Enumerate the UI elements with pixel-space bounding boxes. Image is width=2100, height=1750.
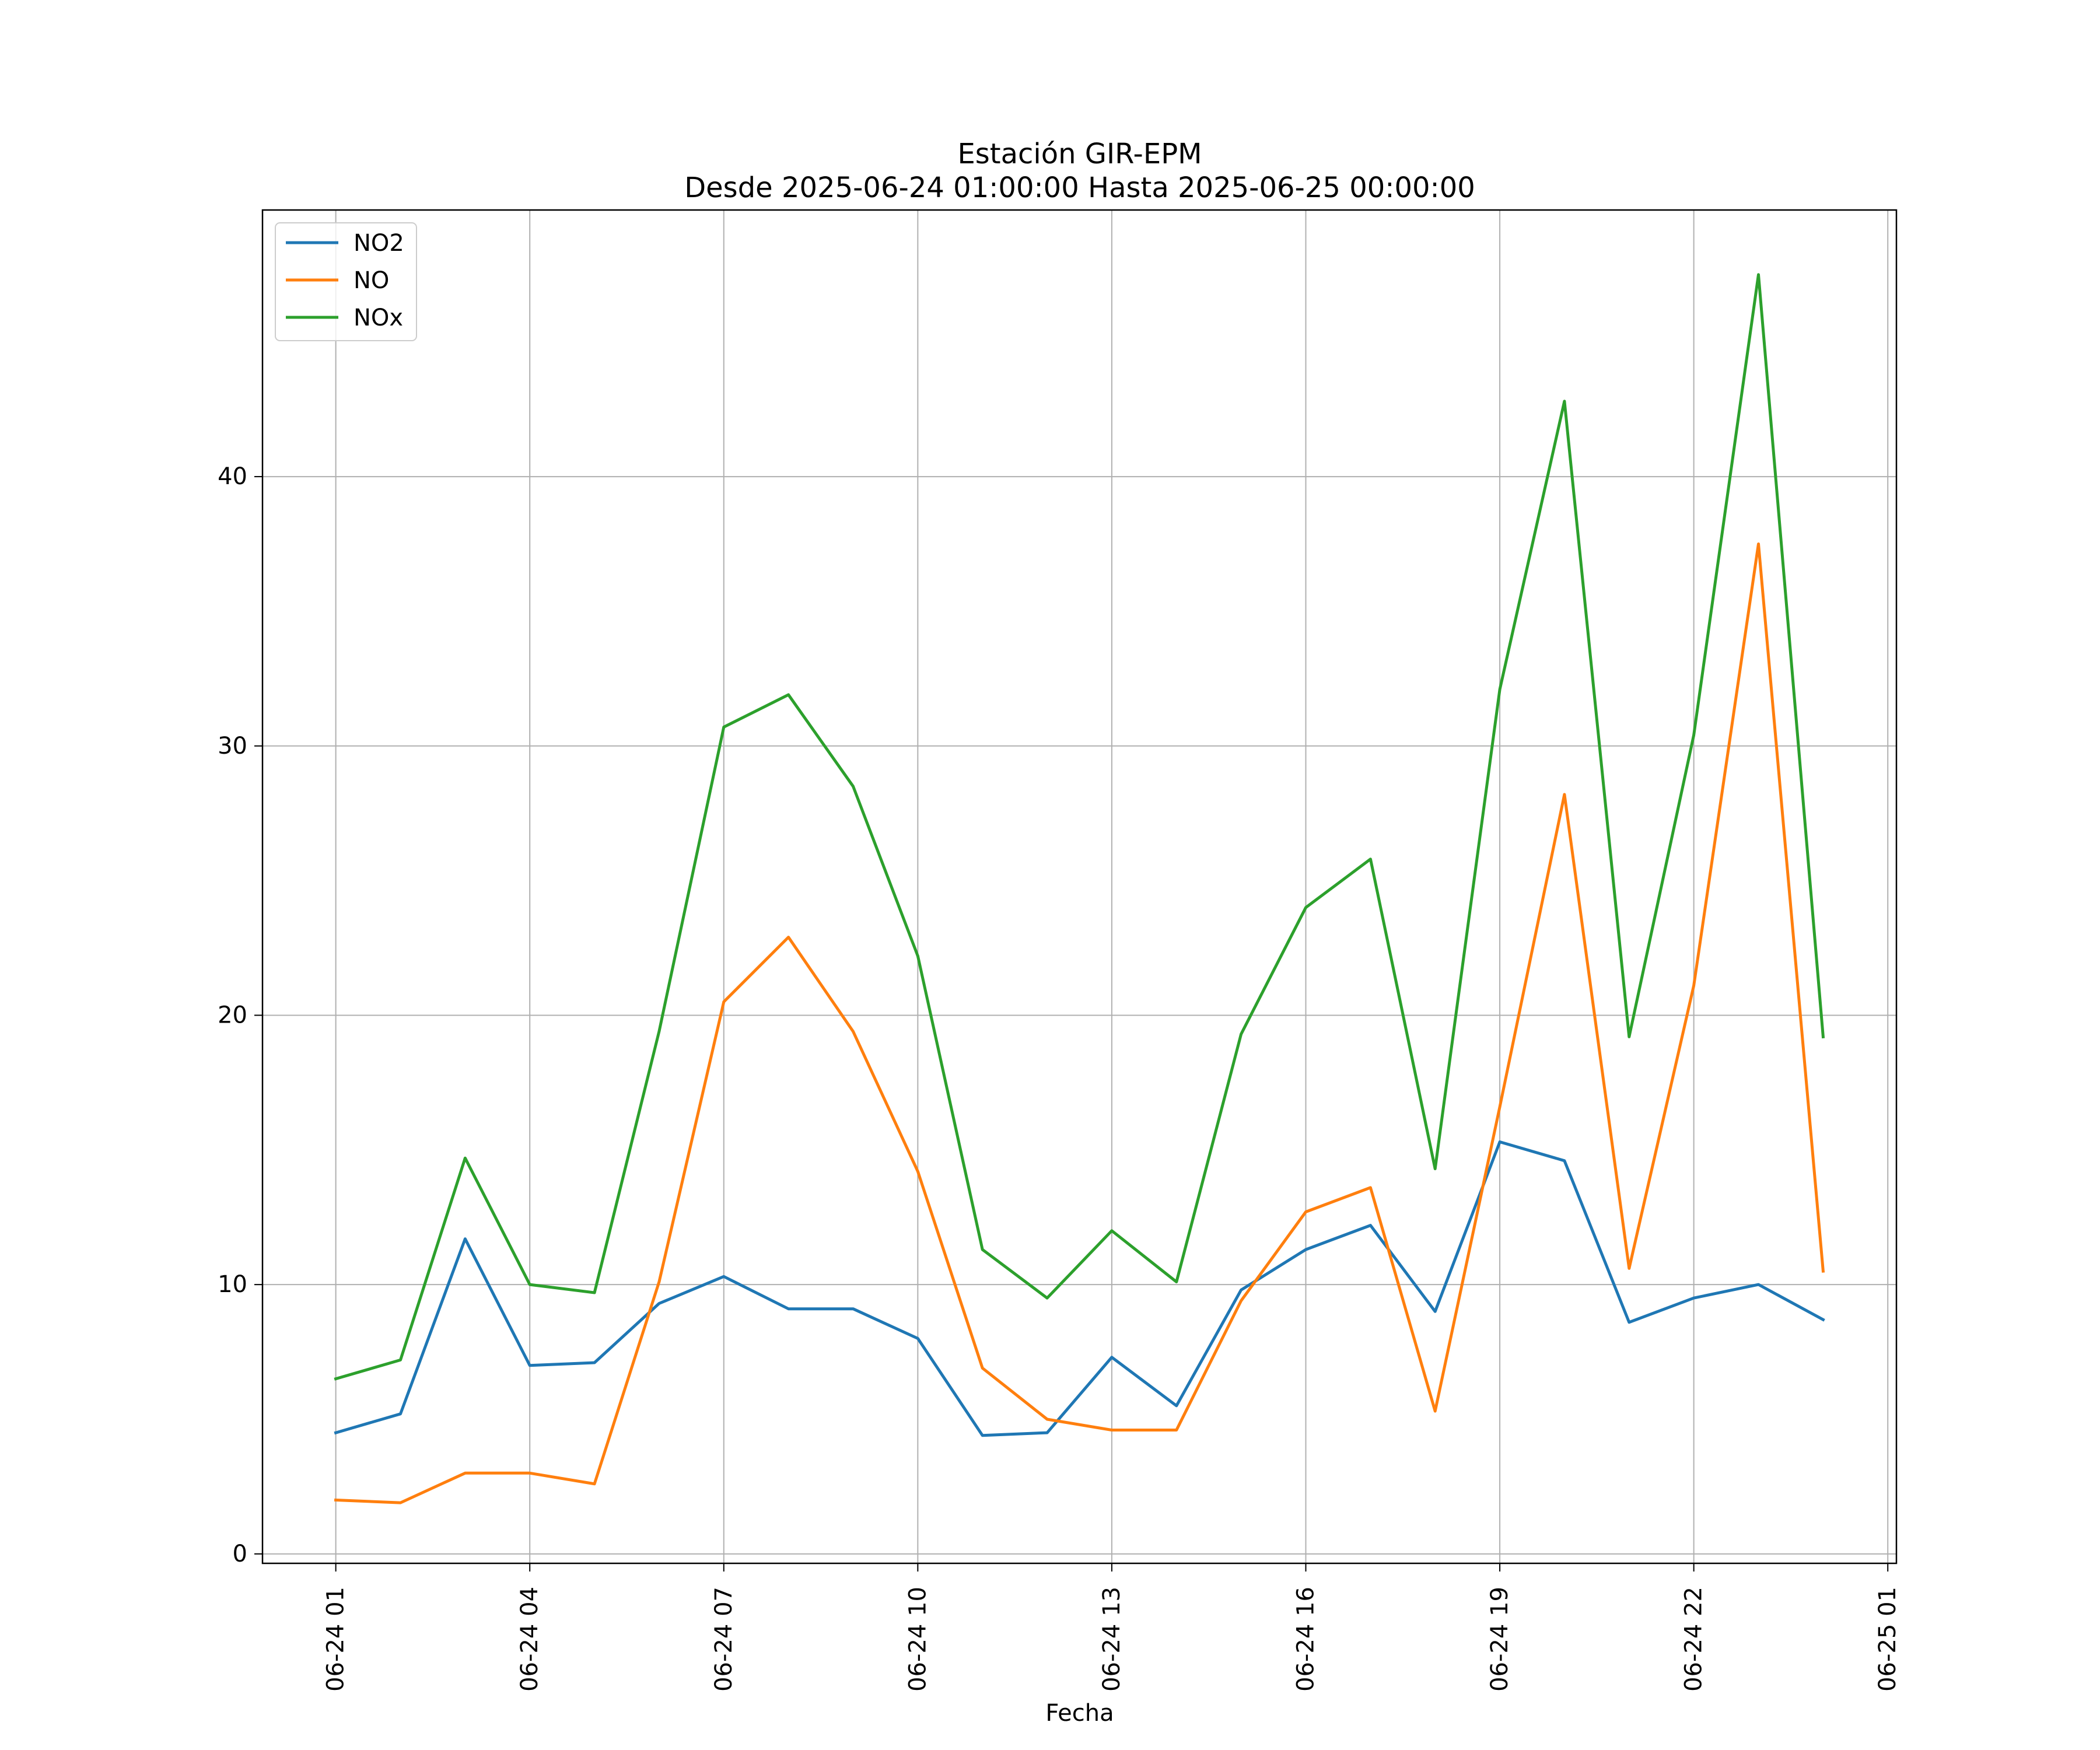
chart-subtitle: Desde 2025-06-24 01:00:00 Hasta 2025-06-… <box>684 172 1475 204</box>
x-tick-label: 06-24 01 <box>323 1587 349 1692</box>
y-tick-label: 30 <box>218 733 247 760</box>
legend-label-nox: NOx <box>354 304 403 331</box>
x-tick-label: 06-24 10 <box>904 1587 931 1692</box>
grid <box>262 210 1896 1563</box>
x-tick-label: 06-24 13 <box>1098 1587 1125 1692</box>
x-tick-label: 06-24 19 <box>1486 1587 1513 1692</box>
x-tick-label: 06-25 01 <box>1874 1587 1901 1692</box>
legend-box <box>275 222 417 341</box>
y-tick-label: 20 <box>218 1002 247 1028</box>
axes: 06-24 01 06-24 04 06-24 07 06-24 10 06-24 13… <box>218 463 1901 1692</box>
chart-title: Estación GIR-EPM <box>957 138 1202 170</box>
legend-label-no2: NO2 <box>354 230 404 257</box>
series-line-nox <box>334 273 1825 1381</box>
plot-frame <box>261 209 1898 1564</box>
legend: NO2 NO NOx <box>275 222 417 341</box>
x-tick-label: 06-24 16 <box>1293 1587 1320 1692</box>
y-tick-label: 40 <box>218 463 247 490</box>
series-line-no2 <box>334 1140 1825 1437</box>
series-line-no <box>334 542 1825 1504</box>
series-lines <box>334 273 1825 1504</box>
x-tick-label: 06-24 04 <box>516 1587 543 1692</box>
x-tick-label: 06-24 22 <box>1681 1587 1707 1692</box>
y-tick-label: 0 <box>233 1541 247 1567</box>
x-axis-label: Fecha <box>1045 1700 1114 1727</box>
y-tick-label: 10 <box>218 1271 247 1298</box>
legend-label-no: NO <box>354 267 389 294</box>
x-tick-label: 06-24 07 <box>710 1587 737 1692</box>
